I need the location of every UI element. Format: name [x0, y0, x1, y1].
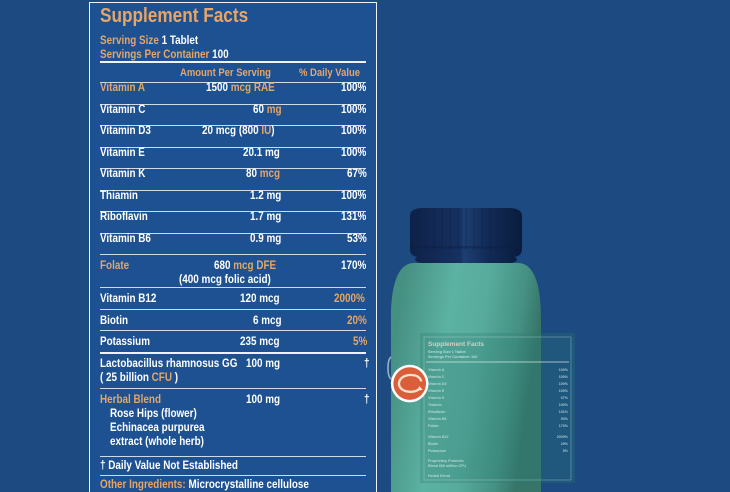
- svg-text:53%: 53%: [561, 417, 569, 421]
- svg-text:Thiamin: Thiamin: [428, 403, 442, 407]
- svg-text:Biotin: Biotin: [428, 442, 438, 446]
- svg-text:Vitamin D3: Vitamin D3: [428, 382, 447, 386]
- svg-text:Servings Per Container 100: Servings Per Container 100: [428, 355, 477, 359]
- svg-text:Riboflavin: Riboflavin: [428, 410, 445, 414]
- svg-text:20%: 20%: [561, 442, 569, 446]
- svg-text:100%: 100%: [559, 403, 569, 407]
- svg-text:100%: 100%: [559, 389, 569, 393]
- svg-text:Blend 600 million CFU: Blend 600 million CFU: [428, 464, 466, 468]
- svg-text:131%: 131%: [559, 410, 569, 414]
- svg-text:2000%: 2000%: [557, 435, 569, 439]
- svg-text:Supplement Facts: Supplement Facts: [428, 341, 484, 348]
- svg-text:Vitamin B6: Vitamin B6: [428, 417, 447, 421]
- svg-text:Folate: Folate: [428, 424, 439, 428]
- svg-text:Potassium: Potassium: [428, 449, 446, 453]
- svg-text:Herbal Blend: Herbal Blend: [428, 474, 450, 478]
- svg-text:170%: 170%: [559, 424, 569, 428]
- svg-text:5%: 5%: [563, 449, 569, 453]
- svg-text:Vitamin B12: Vitamin B12: [428, 435, 449, 439]
- svg-text:67%: 67%: [561, 396, 569, 400]
- svg-text:Vitamin A: Vitamin A: [428, 368, 445, 372]
- svg-text:100%: 100%: [559, 368, 569, 372]
- svg-text:Vitamin K: Vitamin K: [428, 396, 445, 400]
- svg-text:Vitamin E: Vitamin E: [428, 389, 445, 393]
- svg-text:Proprietary Probiotic: Proprietary Probiotic: [428, 459, 464, 463]
- svg-text:100%: 100%: [559, 382, 569, 386]
- svg-text:Vitamin C: Vitamin C: [428, 375, 445, 379]
- svg-text:Serving Size 1 Tablet: Serving Size 1 Tablet: [428, 350, 466, 354]
- svg-text:100%: 100%: [559, 375, 569, 379]
